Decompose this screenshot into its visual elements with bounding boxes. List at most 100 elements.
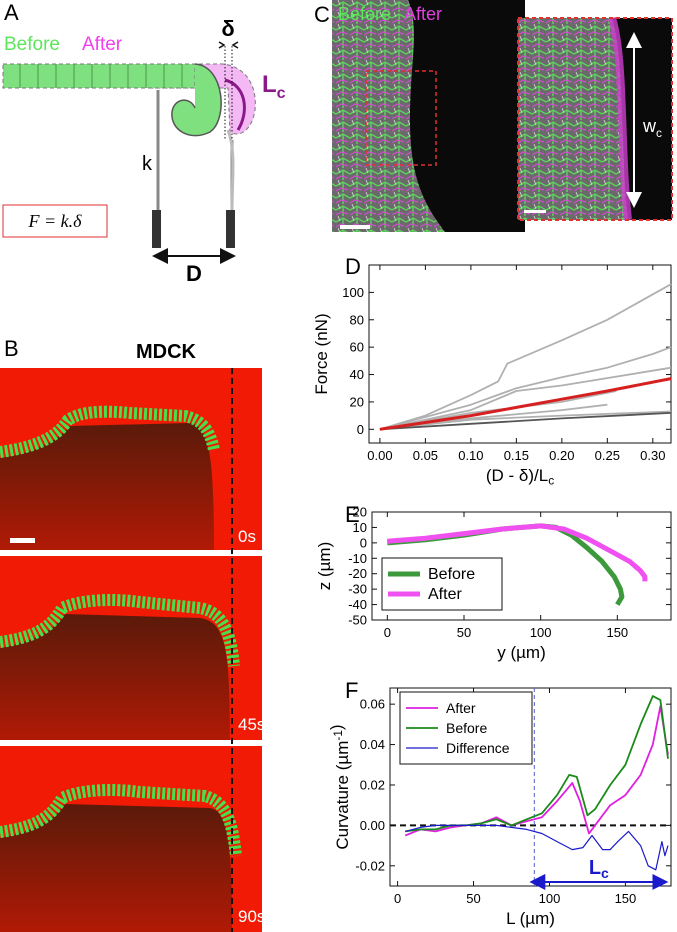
series-line: [379, 346, 672, 431]
x-tick-label: 0.10: [458, 448, 483, 463]
x-tick-label: 0.25: [595, 448, 620, 463]
y-tick-label: 60: [350, 340, 364, 355]
y-tick-label: 40: [350, 367, 364, 382]
scale-bar: [524, 210, 546, 213]
formula-box: [2, 204, 108, 238]
span-label-sub: c: [601, 865, 609, 881]
legend-label: Before: [428, 566, 475, 583]
series-line: [379, 412, 672, 431]
time-label: 90s: [238, 907, 265, 926]
delta-arrows: [218, 41, 239, 49]
panel-label: B: [4, 336, 19, 361]
panel-a: A Before After δ Lc k F = k.δ D: [2, 0, 286, 286]
y-axis-label-part: Curvature (µm: [333, 741, 352, 850]
after-label: After: [82, 34, 123, 55]
x-axis-label: L (µm): [506, 909, 555, 928]
x-axis-label: y (µm): [497, 643, 546, 662]
plot-frame: [371, 511, 672, 621]
y-tick-label: 20: [350, 394, 364, 409]
x-tick-label: 0.15: [504, 448, 529, 463]
x-axis-label-sub: c: [548, 474, 554, 488]
cell-lines: [19, 64, 183, 88]
panel-title: MDCK: [136, 341, 197, 363]
bent-rod: [226, 129, 235, 211]
y-tick-label: -30: [348, 582, 367, 597]
x-tick-label: 150: [615, 891, 637, 906]
y-axis-label-part: z (µm): [315, 542, 334, 591]
series-line: [379, 377, 672, 431]
y-tick-label: 0.04: [360, 737, 385, 752]
rod-base: [152, 210, 161, 248]
y-tick-label: 80: [350, 312, 364, 327]
series-line: [379, 366, 672, 431]
legend-label: After: [446, 700, 476, 716]
series-line: [387, 523, 648, 582]
lc-arc: [224, 78, 246, 131]
x-tick-label: 0: [394, 891, 401, 906]
y-tick-label: -20: [348, 566, 367, 581]
y-tick-label: -10: [348, 551, 367, 566]
wc-label: wc: [642, 116, 662, 140]
micrograph: [0, 746, 262, 932]
x-tick-label: 0: [384, 625, 391, 640]
y-tick-label: 10: [353, 520, 367, 535]
series-line: [404, 705, 669, 837]
panel-label: F: [345, 678, 358, 703]
span-label-part: L: [589, 857, 601, 879]
legend-frame: [381, 557, 503, 611]
time-label: 0s: [238, 527, 256, 546]
series-line: [379, 410, 672, 431]
y-tick-label: -0.02: [355, 858, 385, 873]
before-label: Before: [4, 34, 60, 55]
x-tick-label: 0.00: [367, 448, 392, 463]
y-axis-label: Curvature (µm-1): [327, 724, 352, 849]
formula: F = k.δ: [28, 211, 83, 231]
y-tick-label: 20: [353, 505, 367, 520]
zoom-frame: [517, 17, 673, 221]
k-label: k: [142, 153, 153, 175]
x-tick-label: 50: [457, 625, 471, 640]
y-axis-label: z (µm): [315, 542, 334, 591]
x-tick-label: 0.05: [413, 448, 438, 463]
x-axis-label-part: (D - δ)/L: [486, 466, 548, 485]
gap-region: [408, 0, 525, 232]
time-label: 45s: [238, 715, 265, 734]
series-line: [379, 283, 672, 431]
panel-label: C: [314, 2, 330, 27]
y-axis-label-sup: -1: [331, 730, 345, 741]
x-tick-label: 0.30: [640, 448, 665, 463]
x-tick-label: 100: [530, 625, 552, 640]
panel-b: B MDCK 0s 45s 90s: [0, 336, 265, 932]
y-axis-label-part: Force (nN): [312, 313, 331, 394]
y-tick-label: 0.00: [360, 818, 385, 833]
before-bar: [2, 63, 196, 89]
panel-c: C Before After wc: [314, 0, 673, 232]
x-tick-label: 50: [466, 891, 480, 906]
legend-label: Before: [446, 720, 487, 736]
scale-bar: [340, 225, 370, 229]
after-label: After: [404, 4, 442, 24]
before-label: Before: [338, 4, 391, 24]
panel-label: A: [4, 0, 19, 25]
y-tick-label: 100: [342, 285, 364, 300]
delta-lines: [224, 46, 233, 140]
micrograph: [0, 556, 262, 740]
curl: [171, 63, 222, 137]
y-tick-label: 0: [360, 535, 367, 550]
legend-label: After: [428, 586, 462, 603]
lc-label: Lc: [262, 71, 286, 102]
x-tick-label: 150: [606, 625, 628, 640]
span-label: Lc: [589, 857, 609, 881]
y-tick-label: 0.02: [360, 777, 385, 792]
y-tick-label: -40: [348, 597, 367, 612]
d-label: D: [186, 261, 202, 286]
rod-base: [226, 210, 235, 248]
x-axis-label-part: L (µm): [506, 909, 555, 928]
y-axis-label-part: ): [327, 724, 346, 730]
y-tick-label: -50: [348, 613, 367, 628]
delta-label: δ: [221, 16, 234, 41]
y-axis-label: Force (nN): [312, 313, 331, 394]
y-tick-label: 0: [357, 422, 364, 437]
x-axis-label: (D - δ)/Lc: [486, 466, 554, 488]
